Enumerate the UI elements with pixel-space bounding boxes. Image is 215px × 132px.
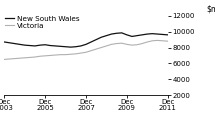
- Victoria: [115, 43, 118, 44]
- Legend: New South Wales, Victoria: New South Wales, Victoria: [4, 15, 80, 30]
- New South Wales: [18, 44, 21, 45]
- New South Wales: [80, 45, 82, 47]
- Victoria: [85, 51, 87, 53]
- New South Wales: [34, 45, 36, 47]
- Victoria: [44, 55, 46, 57]
- Victoria: [13, 58, 16, 59]
- New South Wales: [115, 32, 118, 34]
- Victoria: [161, 40, 164, 42]
- New South Wales: [131, 36, 133, 37]
- New South Wales: [156, 33, 159, 35]
- New South Wales: [120, 32, 123, 34]
- Victoria: [54, 54, 57, 56]
- New South Wales: [64, 46, 67, 48]
- Victoria: [105, 45, 108, 47]
- New South Wales: [74, 46, 77, 48]
- Victoria: [39, 55, 41, 57]
- New South Wales: [3, 41, 6, 43]
- Victoria: [23, 57, 26, 59]
- New South Wales: [85, 44, 87, 45]
- New South Wales: [13, 43, 16, 44]
- Victoria: [126, 44, 128, 45]
- New South Wales: [59, 46, 62, 47]
- New South Wales: [161, 34, 164, 35]
- Victoria: [8, 58, 11, 60]
- Victoria: [18, 57, 21, 59]
- New South Wales: [126, 34, 128, 36]
- New South Wales: [44, 44, 46, 46]
- Line: Victoria: Victoria: [4, 40, 168, 59]
- Victoria: [100, 47, 103, 48]
- Victoria: [136, 44, 138, 46]
- New South Wales: [151, 33, 154, 34]
- New South Wales: [8, 42, 11, 44]
- Victoria: [131, 44, 133, 46]
- New South Wales: [29, 45, 31, 46]
- New South Wales: [110, 33, 113, 35]
- Victoria: [34, 56, 36, 58]
- New South Wales: [166, 34, 169, 36]
- New South Wales: [23, 44, 26, 46]
- Victoria: [151, 40, 154, 42]
- New South Wales: [141, 34, 143, 36]
- New South Wales: [146, 33, 149, 35]
- New South Wales: [39, 44, 41, 46]
- Victoria: [90, 50, 92, 51]
- Victoria: [29, 57, 31, 58]
- Victoria: [49, 55, 52, 56]
- New South Wales: [69, 46, 72, 48]
- Victoria: [110, 44, 113, 45]
- Victoria: [166, 40, 169, 42]
- Victoria: [156, 40, 159, 41]
- New South Wales: [105, 35, 108, 36]
- Victoria: [3, 59, 6, 60]
- New South Wales: [90, 41, 92, 43]
- Victoria: [59, 54, 62, 55]
- Victoria: [95, 48, 98, 50]
- Text: $m: $m: [207, 4, 215, 13]
- Victoria: [74, 53, 77, 55]
- Victoria: [64, 54, 67, 55]
- Victoria: [146, 41, 149, 43]
- New South Wales: [49, 45, 52, 46]
- New South Wales: [54, 45, 57, 47]
- Victoria: [69, 53, 72, 55]
- New South Wales: [95, 39, 98, 40]
- Victoria: [80, 52, 82, 54]
- New South Wales: [136, 35, 138, 36]
- New South Wales: [100, 36, 103, 38]
- Victoria: [120, 42, 123, 44]
- Victoria: [141, 43, 143, 44]
- Line: New South Wales: New South Wales: [4, 33, 168, 47]
